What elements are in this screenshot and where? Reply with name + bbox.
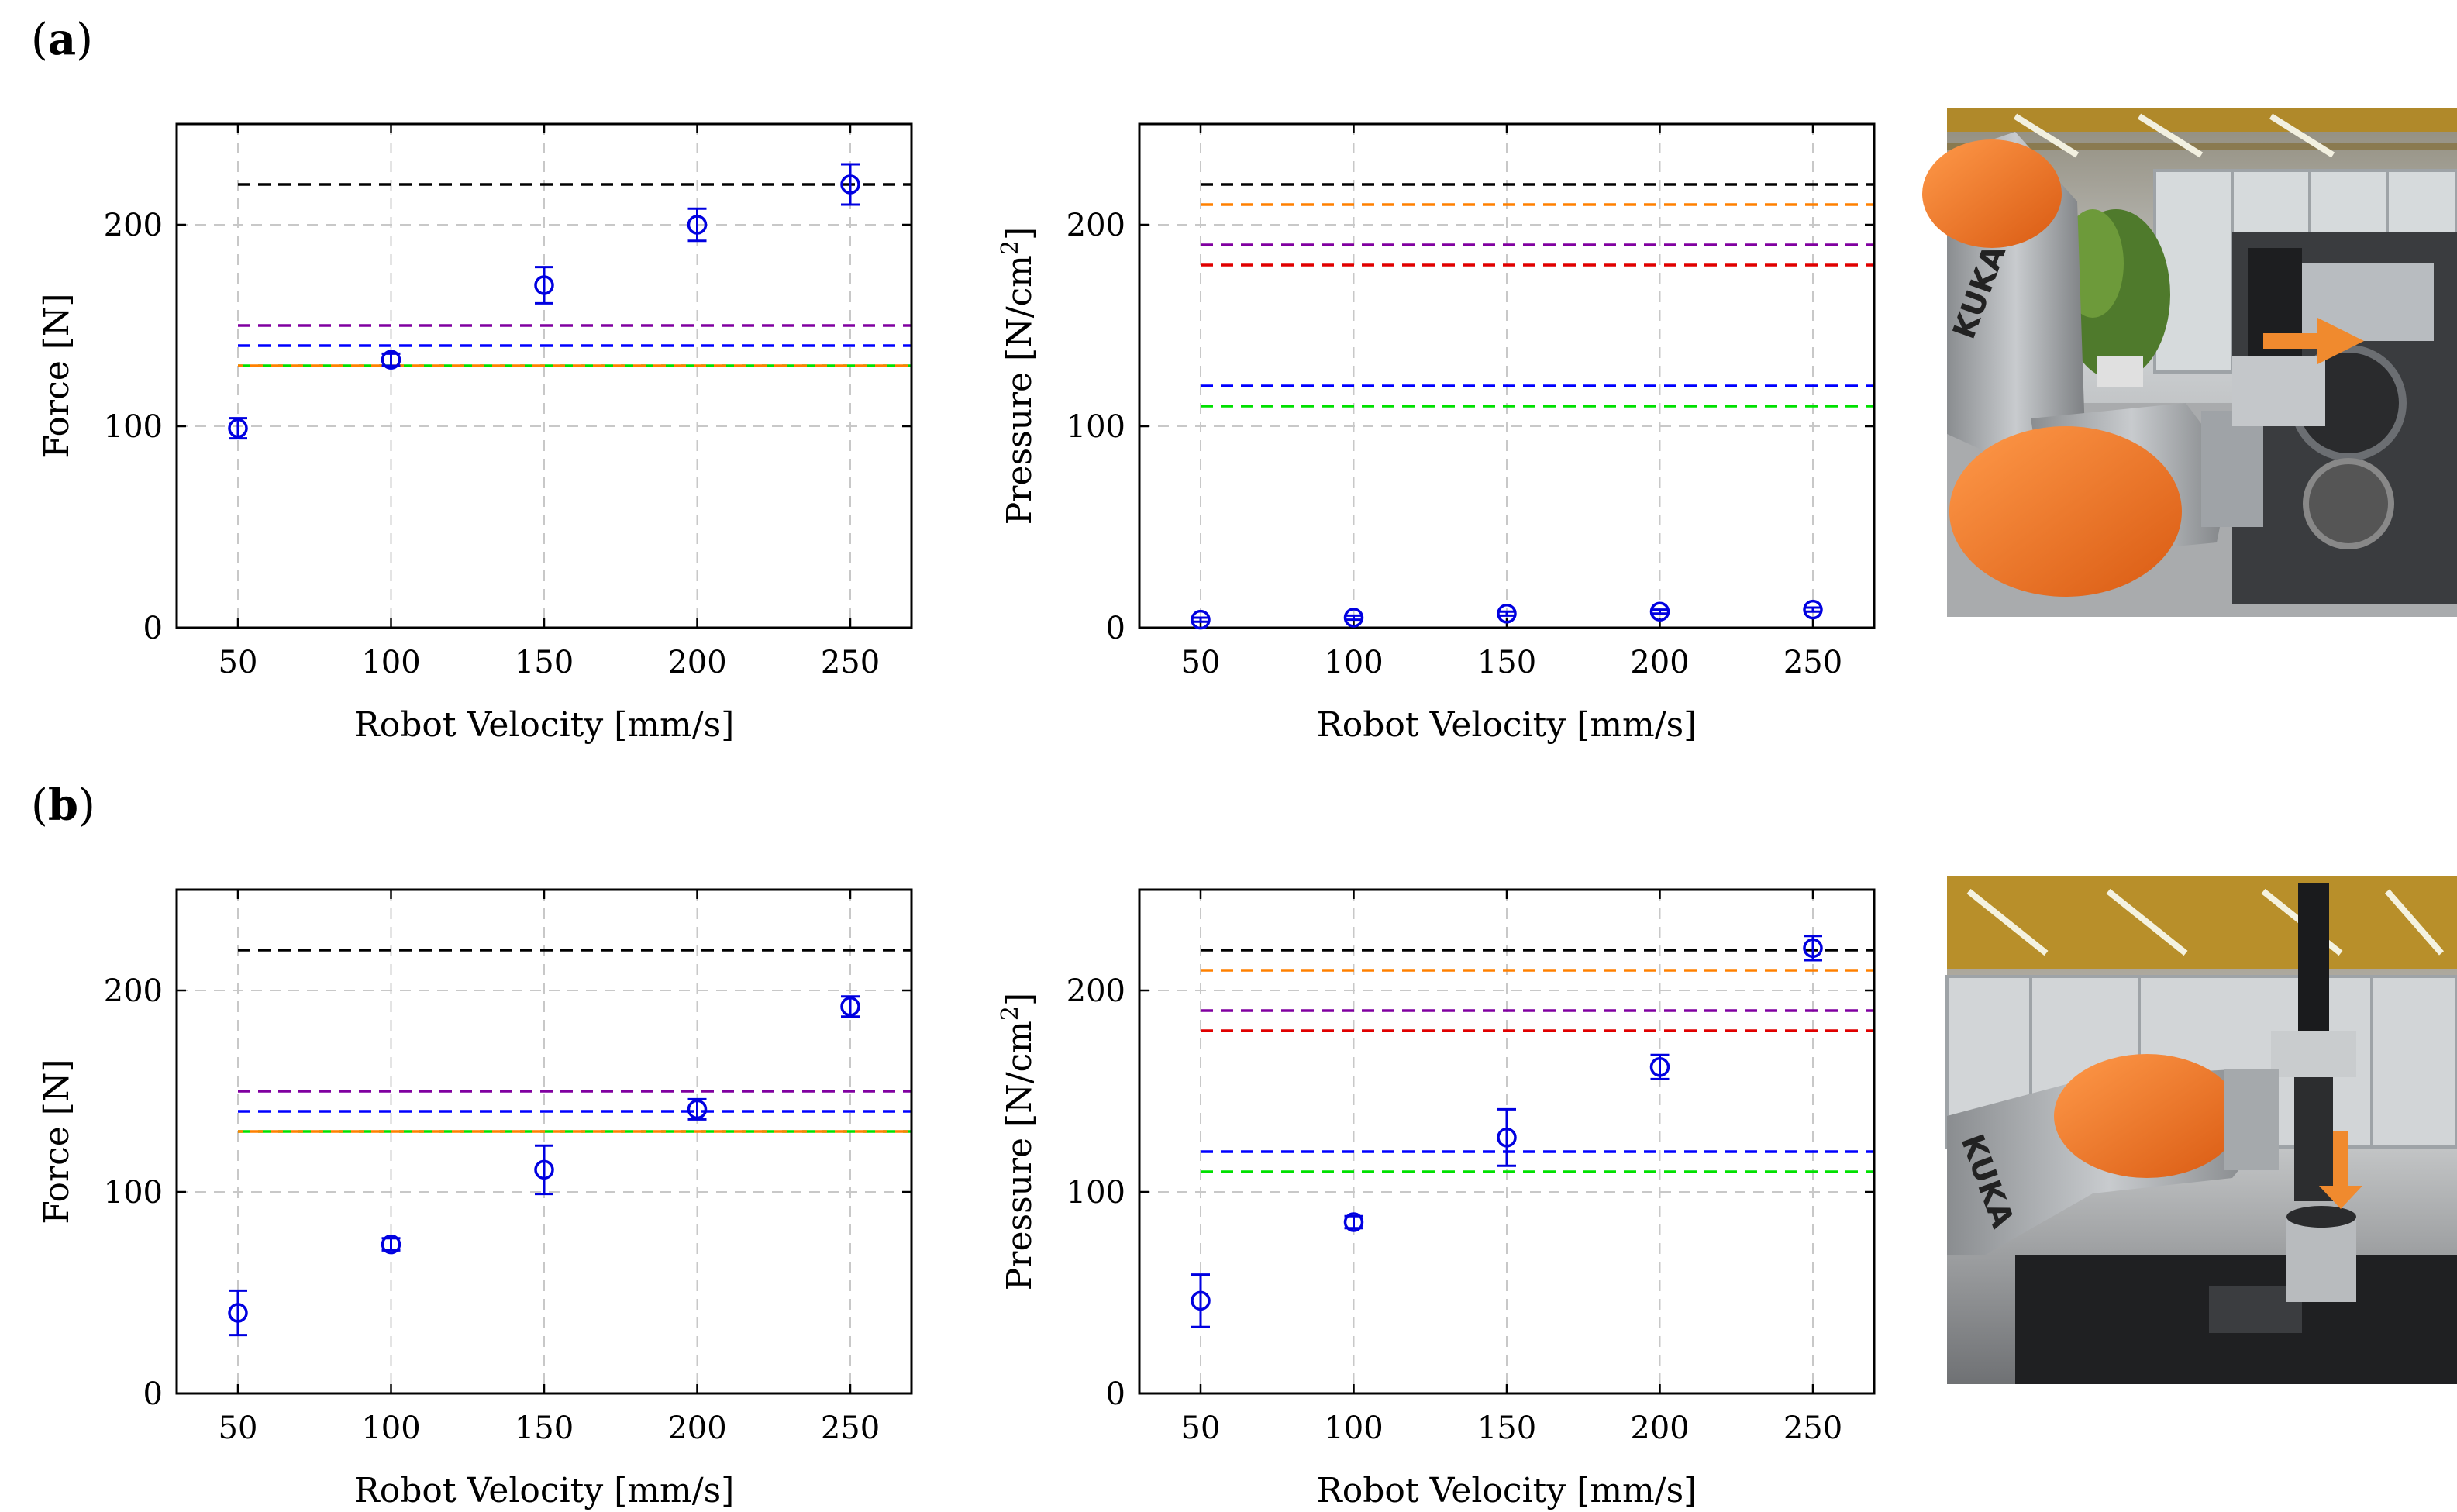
panel-label-b: (b) bbox=[31, 780, 95, 831]
photo-b: KUKA bbox=[1945, 876, 2457, 1384]
data-point-4 bbox=[1803, 938, 1823, 959]
y-tick-label-2: 200 bbox=[1067, 208, 1125, 243]
y-axis-label: Force [N] bbox=[37, 293, 77, 458]
y-tick-label-2: 200 bbox=[1067, 973, 1125, 1009]
data-point-2 bbox=[1497, 1128, 1517, 1148]
data-point-3 bbox=[687, 1099, 708, 1120]
x-tick-label-2: 150 bbox=[515, 1410, 574, 1446]
x-tick-label-1: 100 bbox=[1324, 645, 1383, 680]
x-tick-label-0: 50 bbox=[1181, 645, 1221, 680]
chart-a-pressure: 50 100 150 200 250 0 100 200 Robot Velocity [mm/… bbox=[997, 122, 1876, 745]
data-point-4 bbox=[1803, 599, 1823, 620]
x-axis-label: Robot Velocity [mm/s] bbox=[354, 705, 735, 745]
y-axis-label-end: ] bbox=[1000, 993, 1039, 1006]
x-tick-label-4: 250 bbox=[821, 645, 880, 680]
y-tick-label-1: 100 bbox=[1067, 409, 1125, 445]
y-tick-label-1: 100 bbox=[104, 409, 163, 445]
x-axis-label: Robot Velocity [mm/s] bbox=[354, 1471, 735, 1510]
data-point-4 bbox=[840, 174, 860, 195]
y-tick-label-0: 0 bbox=[143, 611, 163, 646]
data-point-2 bbox=[1497, 604, 1517, 624]
panel-label-a: (a) bbox=[31, 14, 93, 65]
x-tick-label-3: 200 bbox=[667, 645, 726, 680]
y-tick-label-0: 0 bbox=[143, 1376, 163, 1412]
x-tick-label-0: 50 bbox=[1181, 1410, 1221, 1446]
y-axis-label: Force [N] bbox=[37, 1059, 77, 1224]
y-axis-label-main: Pressure [N/cm bbox=[1000, 255, 1039, 525]
x-tick-label-2: 150 bbox=[515, 645, 574, 680]
data-point-0 bbox=[228, 1303, 248, 1323]
x-axis-label: Robot Velocity [mm/s] bbox=[1317, 705, 1697, 745]
y-tick-label-1: 100 bbox=[1067, 1175, 1125, 1211]
photo-a: KUKA bbox=[1922, 108, 2457, 617]
x-tick-label-3: 200 bbox=[1630, 645, 1689, 680]
data-point-0 bbox=[1191, 609, 1211, 630]
data-point-3 bbox=[1649, 601, 1670, 622]
data-point-1 bbox=[1343, 608, 1364, 628]
x-tick-label-4: 250 bbox=[821, 1410, 880, 1446]
y-axis-label-main: Pressure [N/cm bbox=[1000, 1021, 1039, 1290]
y-axis-label-main: Force [N] bbox=[37, 1059, 77, 1224]
y-axis-label: Pressure [N/cm2] bbox=[997, 227, 1040, 525]
chart-b-pressure: 50 100 150 200 250 0 100 200 Robot Velocity [mm/… bbox=[997, 888, 1876, 1510]
data-point-1 bbox=[381, 1234, 401, 1255]
y-axis-label: Pressure [N/cm2] bbox=[997, 993, 1040, 1290]
y-axis-label-end: ] bbox=[1000, 227, 1039, 240]
data-point-3 bbox=[687, 215, 708, 235]
x-tick-label-4: 250 bbox=[1783, 645, 1842, 680]
data-point-1 bbox=[1343, 1212, 1364, 1232]
y-tick-label-2: 200 bbox=[104, 208, 163, 243]
x-tick-label-1: 100 bbox=[361, 1410, 420, 1446]
x-tick-label-1: 100 bbox=[1324, 1410, 1383, 1446]
data-point-2 bbox=[534, 1159, 554, 1180]
data-point-0 bbox=[228, 418, 248, 439]
x-axis-label: Robot Velocity [mm/s] bbox=[1317, 1471, 1697, 1510]
x-tick-label-3: 200 bbox=[667, 1410, 726, 1446]
data-point-4 bbox=[840, 997, 860, 1017]
y-axis-label-sup: 2 bbox=[997, 240, 1024, 255]
chart-b-force: 50 100 150 200 250 0 100 200 Robot Velocity [mm/… bbox=[37, 888, 913, 1510]
y-tick-label-1: 100 bbox=[104, 1175, 163, 1211]
y-axis-label-sup: 2 bbox=[997, 1006, 1024, 1021]
data-point-0 bbox=[1191, 1290, 1211, 1311]
y-tick-label-2: 200 bbox=[104, 973, 163, 1009]
y-axis-label-main: Force [N] bbox=[37, 293, 77, 458]
x-tick-label-0: 50 bbox=[219, 645, 258, 680]
x-tick-label-4: 250 bbox=[1783, 1410, 1842, 1446]
x-tick-label-2: 150 bbox=[1477, 645, 1536, 680]
y-tick-label-0: 0 bbox=[1106, 1376, 1125, 1412]
data-point-1 bbox=[381, 350, 401, 370]
data-point-2 bbox=[534, 275, 554, 295]
x-tick-label-1: 100 bbox=[361, 645, 420, 680]
y-tick-label-0: 0 bbox=[1106, 611, 1125, 646]
data-point-3 bbox=[1649, 1057, 1670, 1077]
x-tick-label-0: 50 bbox=[219, 1410, 258, 1446]
chart-a-force: 50 100 150 200 250 0 100 200 Robot Velocity [mm/… bbox=[37, 122, 913, 745]
x-tick-label-3: 200 bbox=[1630, 1410, 1689, 1446]
x-tick-label-2: 150 bbox=[1477, 1410, 1536, 1446]
